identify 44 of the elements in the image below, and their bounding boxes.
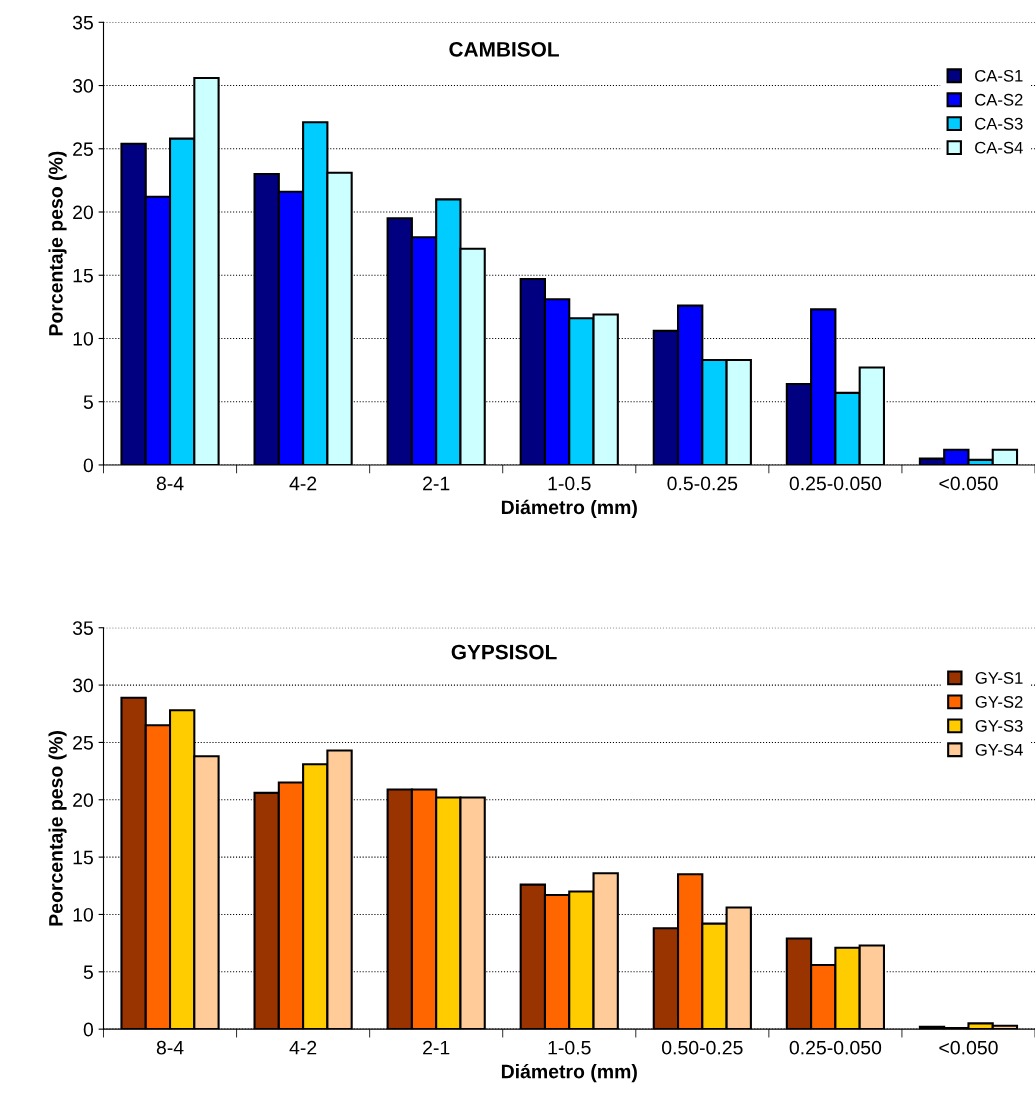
legend-label: GY-S4 [975,743,1023,756]
y-axis-title: Porcentaje peso (%) [48,151,67,336]
y-tick-label: 5 [83,395,93,409]
y-tick-label: 15 [73,850,93,865]
x-tick-label: 0.25-0.050 [789,1040,882,1055]
x-tick-label: 0.50-0.25 [662,1040,743,1055]
x-tick-label: 0.5-0.25 [667,476,738,491]
legend-label: CA-S3 [975,117,1023,130]
x-tick-label: 8-4 [156,476,184,491]
x-tick-label: 0.25-0.050 [789,476,882,491]
y-tick-label: 25 [73,735,93,750]
y-tick-label: 10 [73,907,94,922]
x-tick-label: 4-2 [289,1040,317,1055]
text: GYPSISOL [451,644,557,660]
x-tick-label: 4-2 [289,476,317,491]
y-tick-label: 0 [83,458,94,473]
y-tick-label: 25 [73,142,93,157]
text: CAMBISOL [449,41,559,57]
legend-label: GY-S3 [975,719,1023,732]
x-tick-label: 2-1 [423,1040,450,1055]
x-axis-title: Diámetro (mm) [501,499,637,519]
y-axis-title: Peorcentaje peso (%) [48,731,67,926]
y-tick-label: 35 [72,621,93,635]
x-tick-label: <0.050 [939,476,998,491]
y-tick-label: 10 [73,331,94,346]
legend-label: CA-S4 [975,141,1023,154]
y-tick-label: 15 [73,268,93,283]
legend-label: GY-S1 [975,672,1023,684]
legend-label: CA-S1 [975,69,1023,82]
x-tick-label: 1-0.5 [548,476,591,491]
x-tick-label: 2-1 [423,476,450,491]
y-tick-label: 0 [83,1022,94,1037]
x-axis-title: Diámetro (mm) [501,1063,637,1083]
y-tick-label: 5 [83,965,93,980]
y-tick-label: 20 [73,793,94,808]
legend-label: GY-S2 [975,696,1023,708]
legend-label: CA-S2 [975,93,1023,106]
y-tick-label: 35 [72,15,93,30]
y-tick-label: 30 [72,678,94,693]
x-tick-label: 1-0.5 [548,1040,591,1055]
y-tick-label: 30 [72,79,94,93]
y-tick-label: 20 [73,205,94,220]
x-tick-label: <0.050 [939,1040,998,1055]
x-tick-label: 8-4 [156,1040,184,1055]
